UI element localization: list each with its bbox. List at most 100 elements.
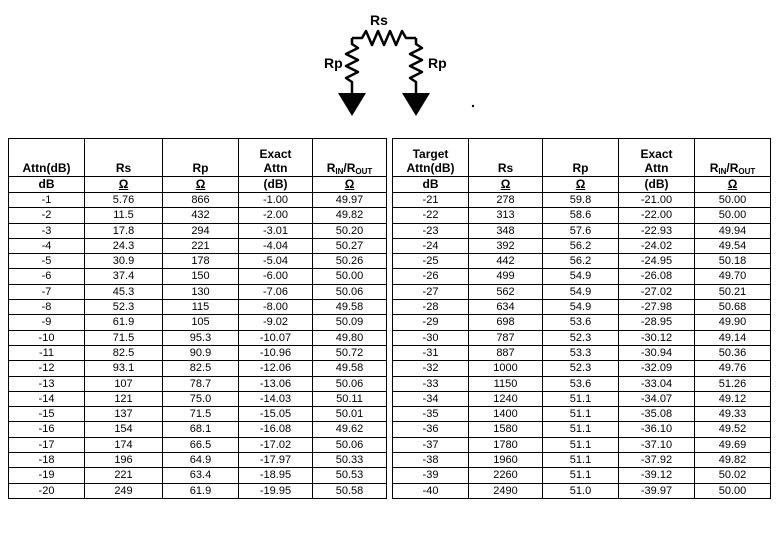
table-row: -23 348 57.6 -22.93 49.94 (392, 222, 771, 239)
table-row: -7 45.3 130 -7.06 50.06 (8, 283, 387, 300)
rs-cell: 154 (84, 421, 163, 438)
attn-cell: -4 (8, 237, 85, 254)
exact-attn-cell: -30.94 (618, 344, 695, 361)
rp-cell: 90.9 (162, 344, 239, 361)
exact-attn-cell: -22.93 (618, 222, 695, 239)
rp-cell: 64.9 (162, 452, 239, 468)
rs-cell: 17.8 (84, 222, 163, 239)
exact-attn-cell: -8.00 (238, 299, 313, 315)
series-resistor-label: Rs (370, 12, 388, 28)
unit-cell: Ω (468, 176, 543, 193)
table-row: -9 61.9 105 -9.02 50.09 (8, 314, 387, 331)
rin-rout-cell: 50.18 (694, 253, 771, 269)
attn-cell: -21 (392, 191, 469, 208)
table-row: -28 634 54.9 -27.98 50.68 (392, 299, 771, 315)
attn-cell: -13 (8, 375, 85, 392)
attn-cell: -36 (392, 421, 469, 438)
rp-cell: 51.1 (542, 467, 619, 484)
rs-cell: 37.4 (84, 268, 163, 285)
attn-cell: -34 (392, 390, 469, 407)
rp-cell: 51.1 (542, 390, 619, 407)
exact-attn-cell: -12.06 (238, 360, 313, 377)
table-row: -11 82.5 90.9 -10.96 50.72 (8, 344, 387, 361)
attn-cell: -38 (392, 452, 469, 468)
rin-rout-cell: 49.33 (694, 406, 771, 422)
exact-attn-cell: -17.02 (238, 436, 313, 453)
rs-cell: 562 (468, 283, 543, 300)
rin-rout-cell: 51.26 (694, 375, 771, 392)
rin-rout-cell: 49.82 (312, 207, 387, 224)
exact-attn-cell: -37.92 (618, 452, 695, 468)
rp-cell: 130 (162, 283, 239, 300)
header-exact-attn: Exact Attn (238, 138, 313, 177)
table-row: -34 1240 51.1 -34.07 49.12 (392, 390, 771, 407)
table-row: -27 562 54.9 -27.02 50.21 (392, 283, 771, 300)
attn-cell: -7 (8, 283, 85, 300)
left-shunt-resistor-label: Rp (324, 55, 343, 71)
rs-cell: 1780 (468, 436, 543, 453)
rin-rout-cell: 50.06 (312, 283, 387, 300)
unit-cell: Ω (542, 176, 619, 193)
unit-cell: dB (8, 176, 85, 193)
attn-cell: -32 (392, 360, 469, 377)
rin-rout-cell: 49.80 (312, 329, 387, 346)
exact-attn-cell: -26.08 (618, 268, 695, 285)
rin-rout-cell: 50.00 (312, 268, 387, 285)
attn-cell: -31 (392, 344, 469, 361)
rp-cell: 51.0 (542, 482, 619, 499)
left-shunt-resistor-symbol (344, 38, 360, 93)
attn-cell: -16 (8, 421, 85, 438)
rp-cell: 61.9 (162, 482, 239, 499)
attn-cell: -8 (8, 299, 85, 315)
header-target-attn: Target Attn(dB) (392, 138, 469, 177)
rs-cell: 5.76 (84, 191, 163, 208)
rin-rout-cell: 49.52 (694, 421, 771, 438)
table-row: -40 2490 51.0 -39.97 50.00 (392, 482, 771, 499)
header-rin-rout: RIN/ROUT (312, 138, 387, 177)
rs-cell: 1240 (468, 390, 543, 407)
rin-rout-cell: 50.06 (312, 375, 387, 392)
rin-rout-cell: 50.36 (694, 344, 771, 361)
unit-cell: Ω (694, 176, 771, 193)
rs-cell: 221 (84, 467, 163, 484)
table-row: -6 37.4 150 -6.00 50.00 (8, 268, 387, 285)
rin-rout-cell: 50.00 (694, 482, 771, 499)
header-rp: Rp (542, 138, 619, 177)
table-row: -26 499 54.9 -26.08 49.70 (392, 268, 771, 285)
table-row: -36 1580 51.1 -36.10 49.52 (392, 421, 771, 438)
rin-rout-cell: 50.06 (312, 436, 387, 453)
exact-attn-cell: -3.01 (238, 222, 313, 239)
header-rs: Rs (84, 138, 163, 177)
rs-cell: 174 (84, 436, 163, 453)
exact-attn-cell: -27.98 (618, 299, 695, 315)
rin-rout-cell: 50.01 (312, 406, 387, 422)
rin-rout-cell: 50.09 (312, 314, 387, 331)
rs-cell: 11.5 (84, 207, 163, 224)
exact-attn-cell: -33.04 (618, 375, 695, 392)
table-row: -24 392 56.2 -24.02 49.54 (392, 237, 771, 254)
table-row: -32 1000 52.3 -32.09 49.76 (392, 360, 771, 377)
attn-cell: -28 (392, 299, 469, 315)
table-row: -39 2260 51.1 -39.12 50.02 (392, 467, 771, 484)
exact-attn-cell: -35.08 (618, 406, 695, 422)
attn-cell: -17 (8, 436, 85, 453)
rin-rout-cell: 50.72 (312, 344, 387, 361)
attn-cell: -22 (392, 207, 469, 224)
header-rin-rout: RIN/ROUT (694, 138, 771, 177)
exact-attn-cell: -10.96 (238, 344, 313, 361)
table-row: -31 887 53.3 -30.94 50.36 (392, 344, 771, 361)
attn-cell: -23 (392, 222, 469, 239)
rs-cell: 45.3 (84, 283, 163, 300)
rs-cell: 634 (468, 299, 543, 315)
rin-rout-cell: 49.58 (312, 360, 387, 377)
left-ground-symbol (338, 93, 366, 116)
exact-attn-cell: -24.02 (618, 237, 695, 254)
header-rs: Rs (468, 138, 543, 177)
rp-cell: 432 (162, 207, 239, 224)
table-row: -18 196 64.9 -17.97 50.33 (8, 452, 387, 468)
rp-cell: 56.2 (542, 253, 619, 269)
rs-cell: 137 (84, 406, 163, 422)
rs-cell: 121 (84, 390, 163, 407)
exact-attn-cell: -19.95 (238, 482, 313, 499)
rp-cell: 54.9 (542, 299, 619, 315)
